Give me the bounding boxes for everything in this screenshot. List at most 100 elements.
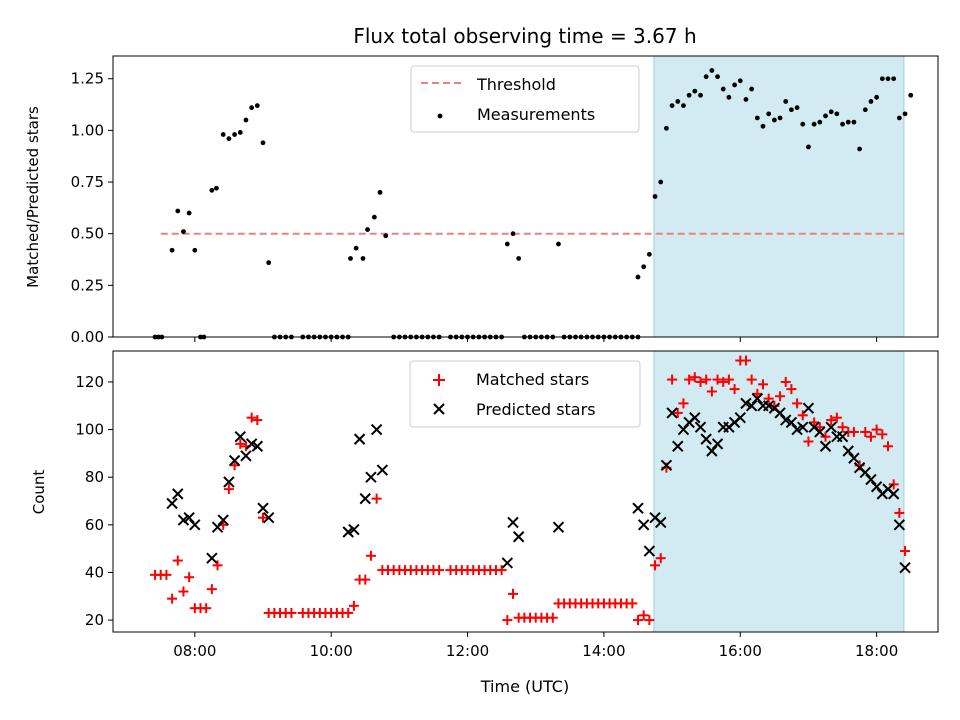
measurement-point (874, 94, 880, 100)
matched-star-point (900, 546, 911, 557)
measurement-point (732, 82, 737, 88)
predicted-star-point (745, 400, 758, 412)
legend-measurements-label: Measurements (477, 105, 595, 124)
measurement-point (371, 214, 377, 220)
measurement-point (260, 140, 266, 146)
measurement-point (377, 189, 383, 195)
predicted-star-point (660, 459, 673, 472)
y-tick-label: 1.25 (71, 70, 104, 88)
predicted-star-point (211, 521, 224, 533)
top-y-axis-label: Matched/Predicted stars (24, 106, 42, 288)
matched-star-point (740, 355, 751, 366)
observing-interval-shade (653, 350, 905, 633)
x-tick-label: 14:00 (582, 642, 625, 660)
matched-star-point (360, 574, 371, 585)
predicted-star-point (172, 488, 184, 500)
matched-star-point (712, 374, 723, 385)
matched-star-point (780, 376, 791, 387)
bottom-plot-frame (112, 350, 939, 633)
predicted-star-point (797, 421, 809, 433)
measurement-point (794, 105, 800, 111)
x-tick-label: 10:00 (310, 642, 353, 660)
matched-star-point (706, 386, 717, 397)
measurement-point (692, 88, 698, 94)
matched-star-point (223, 484, 234, 495)
matched-star-point (161, 569, 172, 580)
matched-star-point (860, 426, 871, 437)
matched-star-point (826, 415, 837, 426)
x-tick-label: 12:00 (446, 642, 489, 660)
predicted-star-point (183, 511, 195, 524)
measurement-point (652, 194, 658, 199)
predicted-star-point (637, 519, 650, 531)
measurement-point (226, 136, 232, 142)
measurement-point (754, 115, 760, 121)
bottom-panel: 20 40 60 80 100 120 08:00 10:00 12:00 14:00 16:00… (30, 350, 939, 696)
measurement-point (777, 115, 783, 121)
measurement-point (737, 78, 743, 84)
predicted-star-point (694, 421, 707, 433)
measurement-point (348, 256, 353, 261)
measurement-point (254, 103, 260, 108)
measurement-point (709, 68, 715, 73)
predicted-star-point (819, 440, 832, 452)
measurement-point (771, 117, 777, 123)
matched-star-point (246, 412, 257, 423)
matched-star-point (633, 615, 643, 626)
predicted-star-point (206, 552, 218, 564)
predicted-star-point (632, 502, 644, 514)
predicted-star-point (223, 476, 235, 488)
predicted-star-point (240, 450, 252, 462)
measurement-point (360, 256, 366, 261)
matched-star-point (883, 441, 893, 452)
y-tick-label: 80 (85, 468, 104, 486)
measurement-point (664, 125, 669, 131)
measurement-point (220, 132, 226, 137)
matched-star-point (729, 384, 740, 395)
predicted-star-point (842, 445, 854, 457)
matched-star-point (178, 586, 189, 597)
matched-star-point (229, 460, 240, 471)
measurement-point (266, 260, 272, 266)
matched-star-point (547, 612, 558, 623)
matched-star-point (650, 560, 661, 571)
measurement-point (760, 123, 766, 129)
predicted-star-point (234, 431, 246, 443)
matched-star-point (184, 572, 195, 583)
matched-star-point (672, 407, 683, 418)
matched-star-point (508, 588, 518, 599)
predicted-star-point (859, 466, 871, 479)
y-tick-label: 20 (85, 611, 104, 629)
measurement-point (828, 109, 834, 115)
predicted-star-point (734, 411, 746, 424)
matched-star-point (286, 607, 297, 618)
matched-star-point (797, 410, 808, 421)
predicted-star-point (785, 416, 798, 429)
matched-star-point (848, 426, 859, 437)
measurement-point (504, 241, 510, 247)
measurement-point (823, 113, 828, 119)
measurement-point (789, 107, 794, 113)
measurement-point (800, 121, 806, 127)
predicted-star-point (359, 492, 371, 505)
matched-star-point (627, 598, 638, 609)
measurement-point (658, 179, 664, 185)
measurement-point (720, 86, 726, 92)
y-tick-label: 0.75 (71, 173, 104, 191)
predicted-star-point (677, 423, 690, 436)
predicted-star-point (507, 516, 519, 529)
y-tick-label: 40 (85, 563, 104, 581)
predicted-star-point (870, 481, 883, 493)
matched-star-point (837, 422, 848, 433)
predicted-star-point (370, 423, 383, 436)
measurement-point (868, 99, 874, 104)
matched-star-point (746, 374, 757, 385)
predicted-star-point (643, 545, 656, 557)
predicted-star-point (512, 531, 525, 543)
measurement-point (516, 256, 522, 261)
predicted-star-point (552, 521, 565, 533)
measurement-point (686, 92, 692, 98)
predicted-star-point (893, 519, 906, 531)
measurement-point (237, 130, 243, 135)
matched-star-point (684, 374, 695, 385)
